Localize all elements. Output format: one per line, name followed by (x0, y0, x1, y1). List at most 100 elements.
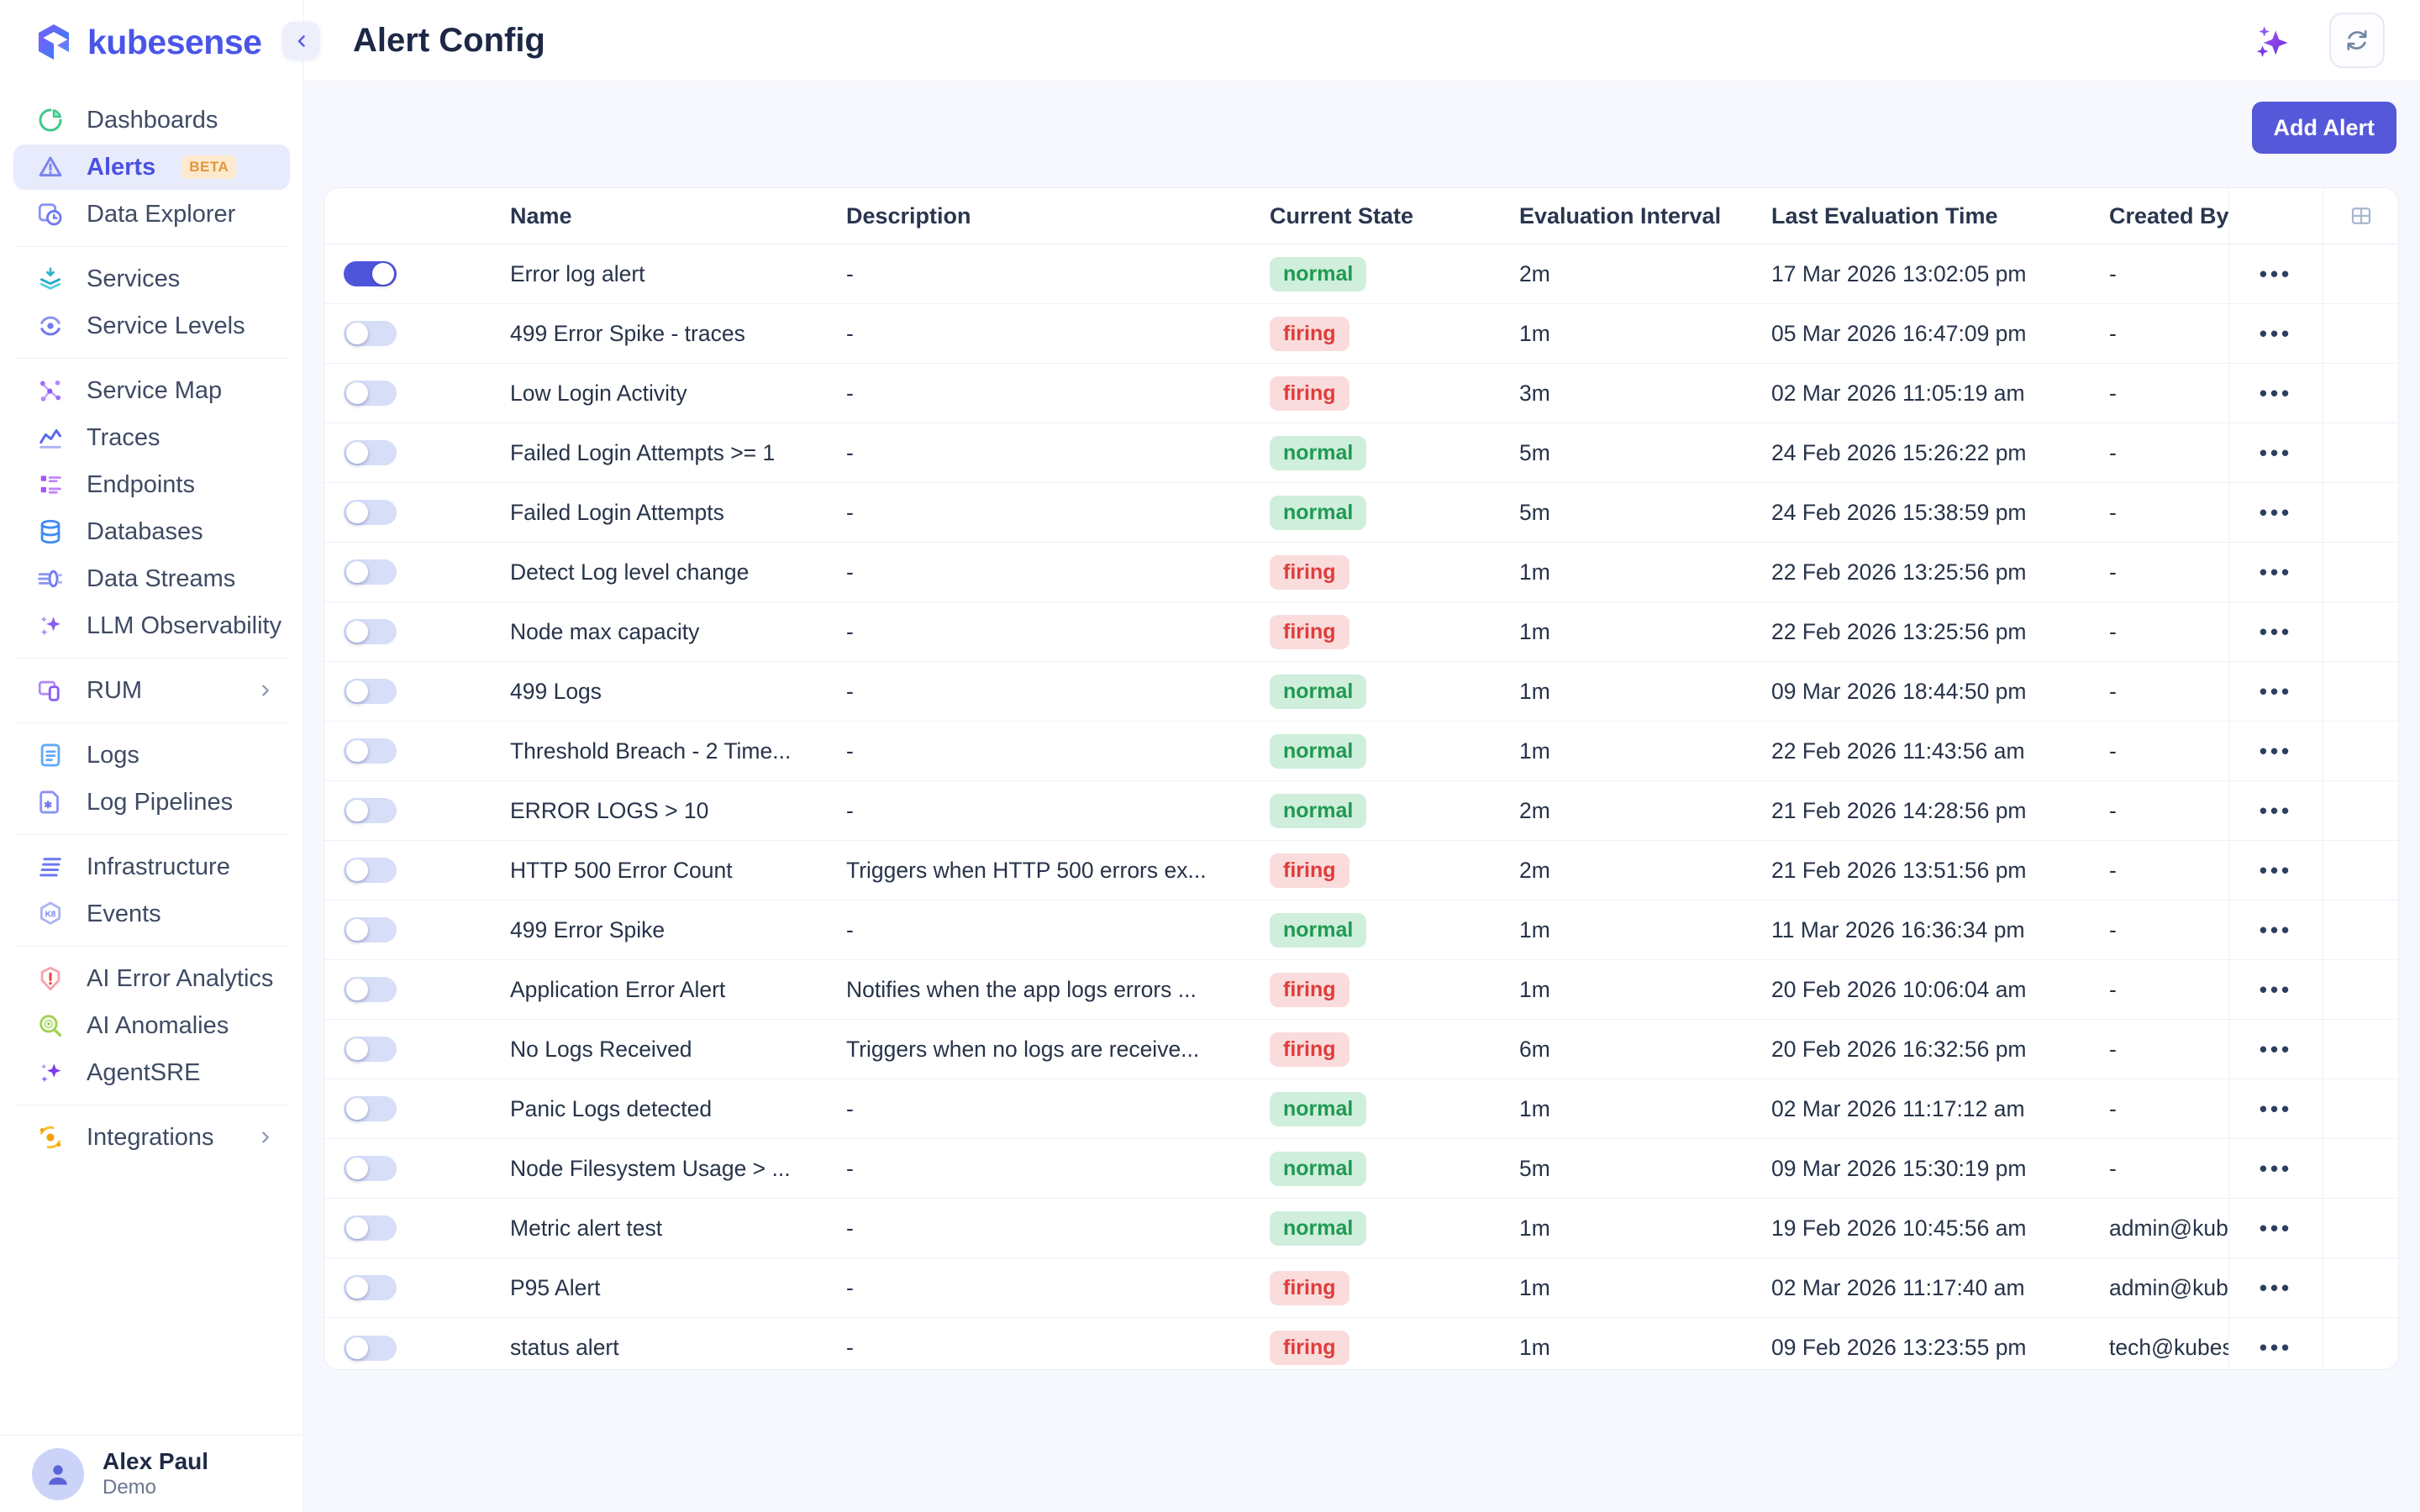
row-menu-button[interactable]: ••• (2259, 916, 2293, 942)
user-panel[interactable]: Alex Paul Demo (0, 1435, 303, 1512)
alert-enabled-toggle[interactable] (344, 1215, 397, 1241)
row-menu-button[interactable]: ••• (2259, 559, 2293, 585)
alert-enabled-toggle[interactable] (344, 917, 397, 942)
alert-enabled-toggle[interactable] (344, 738, 397, 764)
alert-enabled-toggle[interactable] (344, 1037, 397, 1062)
sidebar-item-endpoints[interactable]: Endpoints (13, 462, 290, 507)
alert-enabled-toggle[interactable] (344, 1096, 397, 1121)
toggle-cell (324, 1199, 497, 1257)
service-map-icon (35, 375, 66, 406)
alert-enabled-toggle[interactable] (344, 977, 397, 1002)
sidebar-item-services[interactable]: Services (13, 256, 290, 302)
sidebar-item-integrations[interactable]: Integrations (13, 1115, 290, 1160)
sidebar-item-data-streams[interactable]: Data Streams (13, 556, 290, 601)
row-menu-button[interactable]: ••• (2259, 1036, 2293, 1062)
row-menu-button[interactable]: ••• (2259, 976, 2293, 1002)
sidebar-item-agentsre[interactable]: AgentSRE (13, 1050, 290, 1095)
status-badge: firing (1270, 614, 1349, 649)
alert-name: No Logs Received (510, 1036, 692, 1062)
evaluation-interval: 3m (1519, 380, 1550, 406)
row-menu-button[interactable]: ••• (2259, 857, 2293, 883)
alert-enabled-toggle[interactable] (344, 679, 397, 704)
refresh-button[interactable] (2329, 13, 2385, 68)
sidebar-item-logs[interactable]: Logs (13, 732, 290, 778)
status-badge: firing (1270, 1032, 1349, 1067)
toggle-cell (324, 543, 497, 601)
sidebar-item-rum[interactable]: RUM (13, 668, 290, 713)
row-menu-button[interactable]: ••• (2259, 618, 2293, 644)
sidebar-collapse-button[interactable] (282, 22, 320, 60)
sidebar-item-dashboards[interactable]: Dashboards (13, 97, 290, 143)
alert-enabled-toggle[interactable] (344, 1275, 397, 1300)
toggle-knob (346, 382, 368, 404)
header-description: Description (846, 202, 971, 228)
chevron-right-icon (262, 685, 269, 696)
evaluation-interval: 5m (1519, 439, 1550, 465)
row-menu-button[interactable]: ••• (2259, 1335, 2293, 1360)
alert-enabled-toggle[interactable] (344, 261, 397, 286)
table-row: P95 Alert - firing 1m 02 Mar 2026 11:17:… (324, 1258, 2398, 1318)
row-menu-button[interactable]: ••• (2259, 499, 2293, 525)
alert-enabled-toggle[interactable] (344, 559, 397, 585)
row-menu-button[interactable]: ••• (2259, 1155, 2293, 1181)
row-menu-button[interactable]: ••• (2259, 439, 2293, 465)
sidebar-item-infrastructure[interactable]: Infrastructure (13, 844, 290, 890)
state-cell: firing (1253, 1020, 1509, 1079)
toggle-knob (346, 680, 368, 702)
alert-enabled-toggle[interactable] (344, 1156, 397, 1181)
alert-enabled-toggle[interactable] (344, 321, 397, 346)
alert-enabled-toggle[interactable] (344, 619, 397, 644)
sidebar-item-ai-error-analytics[interactable]: AI Error Analytics (13, 956, 290, 1001)
sidebar-item-ai-anomalies[interactable]: AI Anomalies (13, 1003, 290, 1048)
state-cell: normal (1253, 662, 1509, 721)
sidebar-item-label: Logs (87, 741, 139, 769)
alert-description: - (846, 1215, 854, 1241)
alert-enabled-toggle[interactable] (344, 798, 397, 823)
toggle-cell (324, 662, 497, 721)
row-menu-button[interactable]: ••• (2259, 320, 2293, 346)
sidebar-item-service-map[interactable]: Service Map (13, 368, 290, 413)
row-menu-button[interactable]: ••• (2259, 380, 2293, 406)
sidebar-item-service-levels[interactable]: Service Levels (13, 303, 290, 349)
column-settings-icon[interactable] (2349, 203, 2374, 228)
nav-divider (15, 946, 288, 947)
toggle-knob (346, 1217, 368, 1239)
sidebar-item-data-explorer[interactable]: Data Explorer (13, 192, 290, 237)
sidebar-item-label: Service Levels (87, 312, 245, 339)
sidebar-item-log-pipelines[interactable]: Log Pipelines (13, 780, 290, 825)
evaluation-interval: 1m (1519, 1335, 1550, 1360)
sidebar-item-label: Dashboards (87, 106, 218, 134)
evaluation-interval: 2m (1519, 857, 1550, 883)
table-row: HTTP 500 Error Count Triggers when HTTP … (324, 841, 2398, 900)
toggle-cell (324, 960, 497, 1019)
sidebar-item-databases[interactable]: Databases (13, 509, 290, 554)
toggle-cell (324, 722, 497, 780)
row-menu-button[interactable]: ••• (2259, 738, 2293, 764)
created-by: tech@kubes (2109, 1335, 2228, 1360)
last-evaluation-time: 22 Feb 2026 13:25:56 pm (1771, 559, 2027, 585)
evaluation-interval: 1m (1519, 678, 1550, 704)
alert-enabled-toggle[interactable] (344, 500, 397, 525)
state-cell: firing (1253, 1318, 1509, 1369)
row-menu-button[interactable]: ••• (2259, 1215, 2293, 1241)
alert-enabled-toggle[interactable] (344, 381, 397, 406)
row-menu-button[interactable]: ••• (2259, 1095, 2293, 1121)
actions-cell: ••• (2228, 1079, 2323, 1138)
row-menu-button[interactable]: ••• (2259, 797, 2293, 823)
sidebar-item-traces[interactable]: Traces (13, 415, 290, 460)
row-menu-button[interactable]: ••• (2259, 678, 2293, 704)
sidebar-item-alerts[interactable]: Alerts BETA (13, 144, 290, 190)
sidebar-item-events[interactable]: K8 Events (13, 891, 290, 937)
ai-sparkles-icon[interactable] (2250, 20, 2292, 62)
alert-enabled-toggle[interactable] (344, 1335, 397, 1361)
row-menu-button[interactable]: ••• (2259, 1274, 2293, 1300)
sidebar-item-llm-observability[interactable]: LLM Observability (13, 603, 290, 648)
nav-divider (15, 722, 288, 723)
alert-enabled-toggle[interactable] (344, 440, 397, 465)
alert-enabled-toggle[interactable] (344, 858, 397, 883)
actions-cell: ••• (2228, 781, 2323, 840)
toggle-cell (324, 1318, 497, 1369)
add-alert-button[interactable]: Add Alert (2251, 102, 2396, 154)
settings-cell (2323, 543, 2398, 601)
row-menu-button[interactable]: ••• (2259, 260, 2293, 286)
